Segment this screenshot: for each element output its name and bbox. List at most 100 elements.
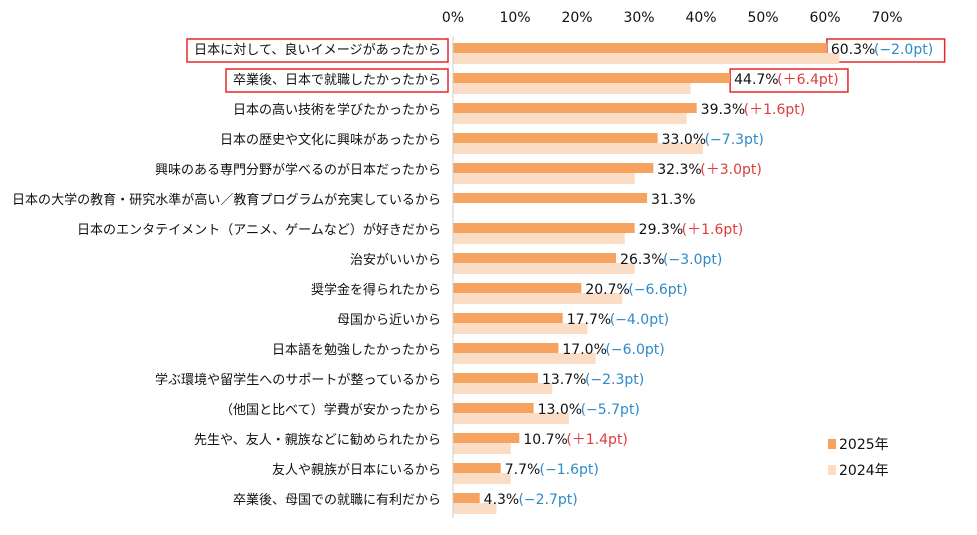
category-label: 日本の歴史や文化に興味があったから bbox=[220, 133, 441, 148]
legend-swatch bbox=[828, 465, 836, 475]
value-label: 20.7% bbox=[585, 282, 629, 298]
diff-label: (＋1.6pt) bbox=[744, 102, 806, 118]
category-label: 日本に対して、良いイメージがあったから bbox=[194, 42, 441, 58]
bar-2024 bbox=[453, 233, 625, 244]
bar-2025 bbox=[453, 283, 582, 293]
bar-2024 bbox=[453, 383, 553, 394]
diff-label: (−6.6pt) bbox=[628, 282, 687, 298]
x-tick-label: 10% bbox=[499, 10, 530, 26]
category-label: 奨学金を得られたから bbox=[311, 282, 441, 298]
legend-label: 2025年 bbox=[839, 437, 889, 453]
category-label: 治安がいいから bbox=[350, 253, 441, 268]
diff-label: (−5.7pt) bbox=[581, 402, 640, 418]
bar-2024 bbox=[453, 503, 497, 514]
value-label: 10.7% bbox=[523, 432, 567, 448]
value-label: 60.3% bbox=[831, 42, 875, 58]
bar-2025 bbox=[453, 313, 563, 323]
value-label: 31.3% bbox=[651, 192, 695, 208]
x-tick-label: 60% bbox=[809, 10, 840, 26]
x-axis-ticks: 0% 10% 20% 30% 40% 50% 60% 70% bbox=[442, 10, 903, 26]
value-label: 7.7% bbox=[505, 462, 541, 478]
value-label: 17.7% bbox=[567, 312, 611, 328]
diff-label: (＋6.4pt) bbox=[777, 72, 839, 88]
legend-swatch bbox=[828, 439, 836, 449]
category-highlight-box bbox=[186, 38, 449, 63]
bar-2025 bbox=[453, 133, 658, 143]
legend: 2025年 2024年 bbox=[828, 437, 889, 479]
bar-2024 bbox=[453, 353, 596, 364]
bar-2025 bbox=[453, 103, 697, 113]
highlight-boxes bbox=[186, 38, 946, 93]
bar-2025 bbox=[453, 73, 731, 83]
bar-2025 bbox=[453, 223, 635, 233]
diff-label: (＋3.0pt) bbox=[700, 162, 762, 178]
bar-2025 bbox=[453, 493, 480, 503]
x-tick-label: 30% bbox=[623, 10, 654, 26]
category-label: 日本の高い技術を学びたかったから bbox=[233, 102, 441, 118]
category-label: 日本のエンタテイメント（アニメ、ゲームなど）が好きだから bbox=[77, 223, 441, 238]
value-highlight-box bbox=[729, 68, 849, 93]
x-tick-label: 40% bbox=[685, 10, 716, 26]
x-tick-label: 0% bbox=[442, 10, 464, 26]
bar-2024 bbox=[453, 473, 511, 484]
diff-label: (＋1.4pt) bbox=[566, 432, 628, 448]
bar-2025 bbox=[453, 163, 654, 173]
bar-2024 bbox=[453, 293, 623, 304]
diff-label: (−4.0pt) bbox=[610, 312, 669, 328]
bar-2024 bbox=[453, 83, 691, 94]
value-label: 13.7% bbox=[542, 372, 586, 388]
x-tick-label: 50% bbox=[747, 10, 778, 26]
bar-2024 bbox=[453, 113, 687, 124]
diff-label: (−2.0pt) bbox=[874, 42, 933, 58]
bars bbox=[453, 43, 840, 514]
value-label: 33.0% bbox=[662, 132, 706, 148]
bar-2025 bbox=[453, 343, 559, 353]
value-label: 32.3% bbox=[657, 162, 701, 178]
diff-label: (−2.3pt) bbox=[585, 372, 644, 388]
legend-label: 2024年 bbox=[839, 463, 889, 479]
value-label: 13.0% bbox=[538, 402, 582, 418]
bar-2025 bbox=[453, 373, 538, 383]
bar-2025 bbox=[453, 253, 617, 263]
x-tick-label: 70% bbox=[871, 10, 902, 26]
bar-2025 bbox=[453, 193, 648, 203]
category-label: 卒業後、日本で就職したかったから bbox=[233, 72, 441, 88]
bar-2024 bbox=[453, 143, 703, 154]
diff-label: (−3.0pt) bbox=[663, 252, 722, 268]
diff-label: (−7.3pt) bbox=[705, 132, 764, 148]
value-label: 26.3% bbox=[620, 252, 664, 268]
value-label: 39.3% bbox=[701, 102, 745, 118]
diff-label: (＋1.6pt) bbox=[682, 222, 744, 238]
category-label: 日本語を勉強したかったから bbox=[272, 342, 441, 358]
diff-label: (−6.0pt) bbox=[605, 342, 664, 358]
category-highlight-box bbox=[225, 68, 449, 93]
value-label: 17.0% bbox=[562, 342, 606, 358]
value-label: 44.7% bbox=[734, 72, 778, 88]
bar-2024 bbox=[453, 263, 635, 274]
category-label: 興味のある専門分野が学べるのが日本だったから bbox=[155, 162, 441, 178]
category-label: （他国と比べて）学費が安かったから bbox=[220, 402, 441, 418]
value-label: 29.3% bbox=[639, 222, 683, 238]
bar-2024 bbox=[453, 413, 569, 424]
bar-2024 bbox=[453, 443, 511, 454]
category-label: 友人や親族が日本にいるから bbox=[272, 462, 441, 478]
value-label: 4.3% bbox=[484, 492, 520, 508]
diff-label: (−2.7pt) bbox=[518, 492, 577, 508]
bar-2025 bbox=[453, 463, 501, 473]
bar-2025 bbox=[453, 403, 534, 413]
category-label: 先生や、友人・親族などに勧められたから bbox=[194, 432, 441, 448]
category-label: 母国から近いから bbox=[337, 313, 441, 328]
category-labels: 日本に対して、良いイメージがあったから卒業後、日本で就職したかったから日本の高い… bbox=[12, 42, 441, 508]
category-label: 卒業後、母国での就職に有利だから bbox=[233, 492, 441, 508]
bar-2024 bbox=[453, 53, 840, 64]
bar-2024 bbox=[453, 323, 588, 334]
diff-label: (−1.6pt) bbox=[540, 462, 599, 478]
bar-2025 bbox=[453, 433, 520, 443]
category-label: 学ぶ環境や留学生へのサポートが整っているから bbox=[155, 372, 441, 388]
bar-2025 bbox=[453, 43, 827, 53]
category-label: 日本の大学の教育・研究水準が高い／教育プログラムが充実しているから bbox=[12, 192, 441, 208]
bar-2024 bbox=[453, 173, 635, 184]
x-tick-label: 20% bbox=[561, 10, 592, 26]
value-labels: 60.3%(−2.0pt)44.7%(＋6.4pt)39.3%(＋1.6pt)3… bbox=[484, 42, 933, 508]
